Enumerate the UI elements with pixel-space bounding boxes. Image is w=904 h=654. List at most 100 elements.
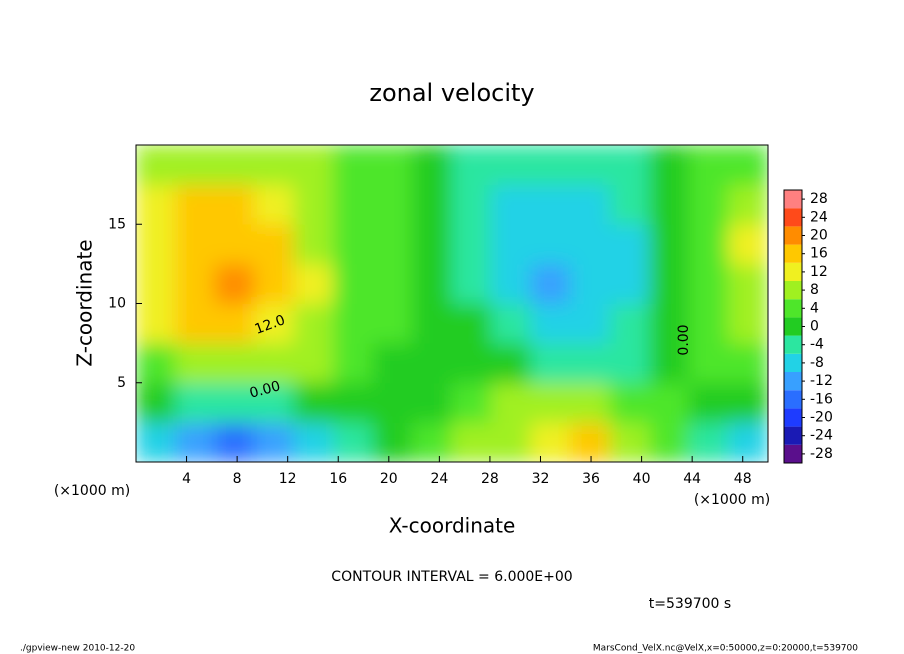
cell [609, 382, 650, 423]
cell [570, 303, 611, 344]
cell [491, 303, 532, 344]
colorbar-tick-label: -4 [810, 337, 824, 353]
colorbar-tick-label: -28 [810, 446, 833, 462]
cell [649, 263, 690, 304]
cell [214, 184, 255, 225]
cell [451, 303, 492, 344]
x-axis-label: X-coordinate [389, 514, 516, 538]
cell [688, 421, 729, 462]
cell [688, 223, 729, 265]
cell [372, 184, 413, 225]
colorbar-band [784, 226, 802, 245]
colorbar-band [784, 299, 802, 318]
cell [609, 303, 650, 344]
cell [491, 382, 532, 423]
cell [649, 303, 690, 344]
cell [728, 382, 768, 423]
x-tick-label: 8 [233, 471, 242, 487]
cell [214, 342, 255, 384]
cell [570, 263, 611, 304]
time-label: t=539700 s [649, 596, 731, 612]
cell [136, 382, 176, 423]
cell [412, 382, 453, 423]
cell [609, 342, 650, 384]
cell [333, 263, 374, 304]
cell [372, 303, 413, 344]
cell [175, 342, 216, 384]
cell [254, 223, 295, 265]
colorbar-tick-label: 28 [810, 191, 828, 207]
cell [649, 145, 690, 186]
cell [649, 184, 690, 225]
colorbar-band [784, 317, 802, 336]
cell [688, 145, 729, 186]
cell [293, 303, 334, 344]
contour-interval: CONTOUR INTERVAL = 6.000E+00 [331, 569, 572, 585]
colorbar-band [784, 408, 802, 427]
colorbar-band [784, 190, 802, 209]
cell [609, 421, 650, 462]
colorbar-tick-label: 12 [810, 264, 828, 280]
x-tick-label: 44 [683, 471, 701, 487]
cell [293, 382, 334, 423]
y-tick-label: 15 [108, 216, 126, 232]
cell [214, 382, 255, 423]
x-tick-label: 16 [329, 471, 347, 487]
x-tick-label: 4 [182, 471, 191, 487]
cell [491, 263, 532, 304]
cell [728, 421, 768, 462]
cell [136, 184, 176, 225]
cell [214, 145, 255, 186]
cell [451, 223, 492, 265]
cell [530, 145, 571, 186]
cell [214, 263, 255, 304]
cell [649, 223, 690, 265]
cell [136, 145, 176, 186]
cell [293, 421, 334, 462]
cell [688, 263, 729, 304]
cells [136, 145, 768, 462]
colorbar-tick-label: 4 [810, 300, 819, 316]
cell [412, 263, 453, 304]
cell [412, 184, 453, 225]
cell [293, 145, 334, 186]
cell [570, 382, 611, 423]
cell [333, 223, 374, 265]
cell [254, 263, 295, 304]
colorbar-tick-label: 8 [810, 282, 819, 298]
cell [214, 223, 255, 265]
cell [136, 342, 176, 384]
field [136, 145, 768, 462]
cell [333, 184, 374, 225]
y-axis-label: Z-coordinate [73, 239, 97, 366]
cell [570, 421, 611, 462]
colorbar-tick-label: 0 [810, 319, 819, 335]
x-unit: (×1000 m) [54, 483, 130, 499]
cell [333, 382, 374, 423]
cell [333, 421, 374, 462]
cell [728, 303, 768, 344]
colorbar-band [784, 335, 802, 354]
colorbar-tick-label: -24 [810, 428, 833, 444]
cell [688, 184, 729, 225]
cell [372, 382, 413, 423]
cell [728, 263, 768, 304]
cell [372, 342, 413, 384]
cell [136, 421, 176, 462]
x-tick-label: 20 [380, 471, 398, 487]
cell [491, 421, 532, 462]
cell [293, 263, 334, 304]
cell [530, 303, 571, 344]
cell [175, 421, 216, 462]
colorbar-band [784, 426, 802, 445]
cell [333, 303, 374, 344]
x-tick-label: 36 [582, 471, 600, 487]
cell [254, 303, 295, 344]
cell [609, 263, 650, 304]
cell [412, 145, 453, 186]
cell [530, 184, 571, 225]
cell [728, 223, 768, 265]
cell [175, 184, 216, 225]
contour-label: 0.00 [248, 378, 282, 402]
